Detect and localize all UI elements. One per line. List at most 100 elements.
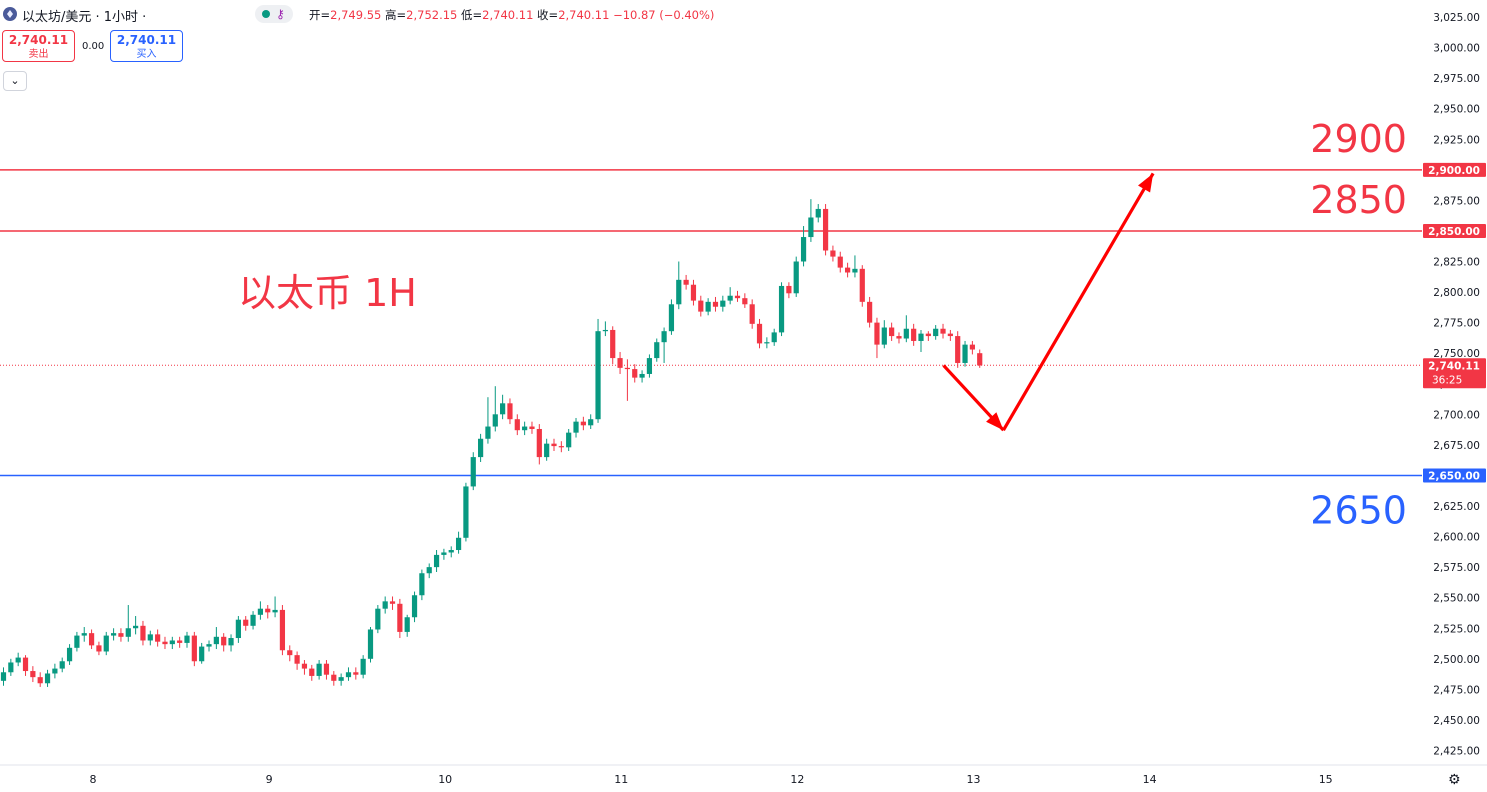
high-label: 高= — [385, 8, 407, 22]
candle-body — [411, 595, 418, 618]
candle-body — [881, 327, 887, 345]
candle-body — [698, 300, 704, 312]
price-tick-label: 3,025.00 — [1433, 12, 1480, 24]
candle-body — [815, 208, 821, 218]
candle-body — [977, 353, 983, 366]
candle-body — [859, 268, 865, 302]
price-tick-label: 2,575.00 — [1433, 562, 1480, 574]
level-axis-tag — [1423, 468, 1486, 483]
spread-value: 0.00 — [82, 41, 105, 52]
level-axis-label: 2,650.00 — [1428, 470, 1480, 482]
candle-body — [492, 414, 498, 427]
candle-body — [191, 635, 197, 662]
candle-body — [749, 304, 755, 324]
candle-body — [8, 662, 14, 673]
candle-body — [448, 550, 454, 553]
candle-body — [676, 279, 682, 305]
candle-body — [235, 619, 241, 639]
price-tick-label: 2,600.00 — [1433, 532, 1480, 544]
candle-body — [764, 342, 770, 344]
low-value: 2,740.11 — [482, 8, 534, 22]
candle-body — [500, 403, 506, 415]
candle-body — [88, 633, 95, 646]
candle-body — [558, 446, 564, 448]
candle-body — [433, 554, 440, 568]
candle-body — [580, 421, 586, 426]
price-tick-label: 2,425.00 — [1433, 746, 1480, 758]
candle-body — [37, 677, 43, 684]
candle-body — [382, 601, 388, 609]
settings-gear-icon[interactable]: ⚙ — [1448, 772, 1461, 788]
current-price-label: 2,740.11 — [1428, 360, 1480, 372]
price-tick-label: 2,625.00 — [1433, 501, 1480, 513]
candle-body — [133, 625, 139, 629]
candle-body — [367, 629, 374, 659]
candle-body — [111, 633, 117, 636]
symbol-title[interactable]: 以太坊/美元 · 1小时 · — [22, 10, 147, 25]
candle-body — [632, 369, 638, 378]
time-tick-label: 10 — [438, 773, 452, 786]
market-open-dot-icon — [262, 10, 270, 18]
candle-body — [771, 332, 777, 343]
candle-body — [301, 663, 308, 669]
buy-button[interactable]: 2,740.11 买入 — [110, 30, 183, 62]
time-tick-label: 14 — [1143, 773, 1157, 786]
price-tick-label: 2,525.00 — [1433, 623, 1480, 635]
candle-body — [331, 674, 337, 681]
time-tick-label: 9 — [266, 773, 273, 786]
candle-body — [734, 295, 741, 299]
candle-body — [345, 672, 352, 678]
candle-body — [793, 261, 799, 294]
collapse-toggle-button[interactable]: ⌄ — [3, 71, 27, 91]
candle-body — [279, 609, 286, 651]
candle-body — [800, 237, 807, 262]
candle-body — [507, 403, 513, 420]
candle-body — [536, 428, 542, 458]
candle-body — [544, 443, 550, 458]
chevron-down-icon: ⌄ — [10, 74, 20, 87]
price-tick-label: 2,775.00 — [1433, 318, 1480, 330]
price-tick-label: 2,825.00 — [1433, 257, 1480, 269]
candle-body — [265, 608, 271, 613]
candle-body — [257, 608, 263, 615]
candle-body — [588, 419, 594, 426]
candle-body — [617, 358, 623, 368]
candle-body — [272, 609, 278, 613]
candle-body — [602, 329, 608, 332]
close-label: 收= — [537, 8, 559, 22]
candle-body — [889, 327, 895, 337]
candle-body — [470, 457, 476, 487]
candle-body — [566, 432, 572, 448]
candle-body — [81, 633, 87, 636]
candle-body — [397, 603, 403, 632]
price-tick-label: 2,925.00 — [1433, 134, 1480, 146]
open-label: 开= — [309, 8, 331, 22]
candle-body — [118, 633, 124, 637]
sell-button[interactable]: 2,740.11 卖出 — [2, 30, 75, 62]
candle-body — [140, 625, 146, 641]
candle-body — [969, 344, 975, 350]
candle-body — [463, 486, 469, 538]
candle-body — [610, 329, 616, 359]
candle-body — [177, 640, 183, 643]
candle-body — [360, 658, 366, 675]
candle-body — [125, 628, 131, 637]
market-status-pill[interactable]: ⚷ — [255, 5, 293, 23]
sell-price: 2,740.11 — [8, 33, 69, 47]
candle-body — [228, 638, 234, 646]
candle-body — [15, 657, 21, 663]
level-axis-label: 2,850.00 — [1428, 226, 1480, 238]
price-tick-label: 2,475.00 — [1433, 684, 1480, 696]
candle-body — [705, 301, 711, 312]
candle-body — [485, 426, 491, 439]
candle-body — [918, 333, 924, 341]
candle-body — [0, 672, 7, 681]
candle-body — [22, 657, 29, 672]
candle-body — [221, 636, 227, 646]
candle-body — [294, 655, 300, 664]
candle-body — [940, 328, 946, 334]
candle-body — [639, 373, 645, 378]
open-value: 2,749.55 — [330, 8, 382, 22]
buy-price: 2,740.11 — [116, 33, 177, 47]
